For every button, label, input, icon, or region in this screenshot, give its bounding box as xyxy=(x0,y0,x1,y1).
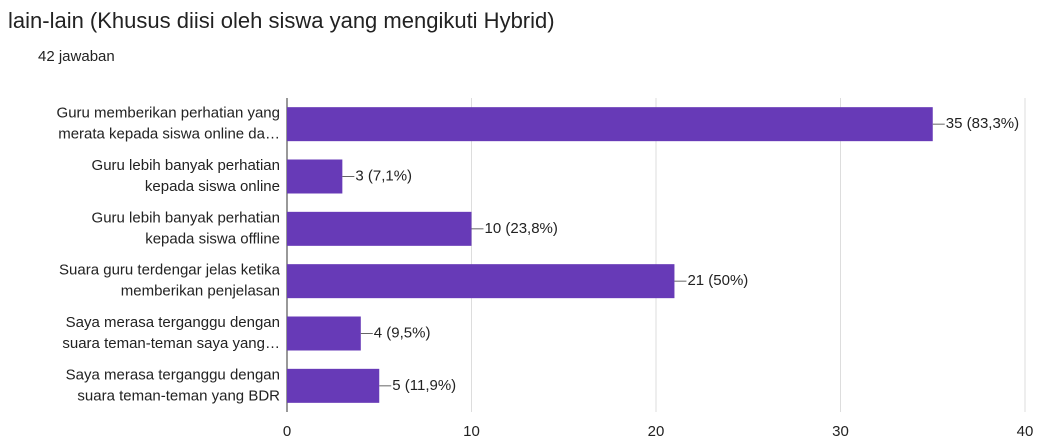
x-tick-label: 30 xyxy=(832,423,849,440)
x-tick-label: 40 xyxy=(1017,423,1034,440)
x-tick-label: 10 xyxy=(463,423,480,440)
y-tick-label: suara teman-teman yang BDR xyxy=(77,387,280,404)
chart-subtitle: 42 jawaban xyxy=(38,48,115,65)
value-label: 35 (83,3%) xyxy=(946,115,1019,132)
value-label: 5 (11,9%) xyxy=(392,377,456,394)
value-label: 10 (23,8%) xyxy=(485,220,558,237)
value-label: 21 (50%) xyxy=(687,272,748,289)
y-tick-label: Guru lebih banyak perhatian xyxy=(92,157,280,174)
bar xyxy=(287,107,933,142)
y-tick-label: Saya merasa terganggu dengan xyxy=(66,366,280,383)
bar xyxy=(287,159,343,194)
bar xyxy=(287,211,472,246)
y-tick-label: kepada siswa online xyxy=(145,178,280,195)
y-tick-label: suara teman-teman saya yang… xyxy=(62,335,280,352)
bar xyxy=(287,264,675,299)
y-tick-label: Saya merasa terganggu dengan xyxy=(66,314,280,331)
bar xyxy=(287,368,380,403)
y-tick-label: Guru memberikan perhatian yang xyxy=(57,105,280,122)
y-tick-label: Guru lebih banyak perhatian xyxy=(92,209,280,226)
y-tick-label: memberikan penjelasan xyxy=(121,283,280,300)
x-tick-label: 0 xyxy=(283,423,291,440)
chart-title: lain-lain (Khusus diisi oleh siswa yang … xyxy=(8,8,555,33)
value-label: 4 (9,5%) xyxy=(374,324,431,341)
y-tick-label: Suara guru terdengar jelas ketika xyxy=(59,262,281,279)
x-tick-label: 20 xyxy=(648,423,665,440)
value-label: 3 (7,1%) xyxy=(355,167,412,184)
y-tick-label: merata kepada siswa online da… xyxy=(58,126,280,143)
bar xyxy=(287,316,361,351)
y-tick-label: kepada siswa offline xyxy=(145,230,280,247)
